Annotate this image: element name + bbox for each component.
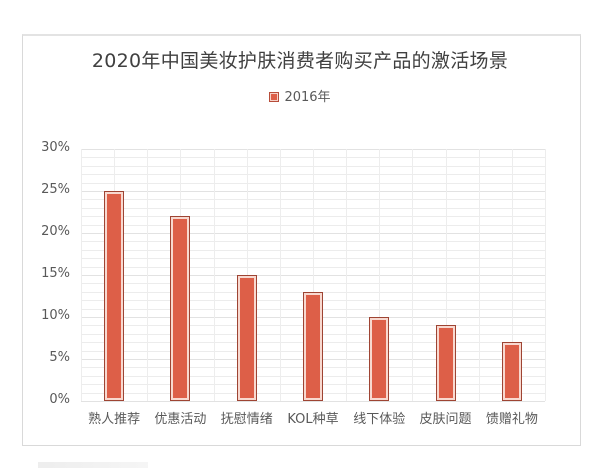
bar (104, 191, 125, 401)
gridline-horizontal (81, 401, 545, 402)
bar (303, 291, 323, 401)
y-tick-label: 5% (49, 350, 70, 365)
y-tick-label: 30% (41, 140, 70, 155)
legend-label: 2016年 (284, 90, 331, 105)
gridline-vertical (545, 149, 546, 401)
x-tick-label: 线下体验 (353, 412, 406, 427)
x-tick-label: 熟人推荐 (88, 412, 141, 427)
y-tick-label: 20% (41, 224, 70, 239)
x-tick-label: 抚慰情绪 (220, 412, 273, 427)
bar (369, 317, 390, 401)
chart-title: 2020年中国美妆护肤消费者购买产品的激活场景 (91, 50, 509, 72)
chart-legend: 2016年 (0, 86, 600, 105)
x-tick-label: KOL种草 (287, 412, 339, 427)
x-tick-label: 皮肤问题 (419, 412, 472, 427)
gridline-vertical (213, 149, 215, 401)
x-tick-label: 优惠活动 (154, 412, 207, 427)
gridline-vertical (147, 149, 149, 401)
bar (435, 325, 456, 401)
gridline-vertical (412, 149, 414, 401)
gridline-vertical (478, 149, 480, 401)
y-tick-label: 0% (49, 392, 70, 407)
gridline-vertical (511, 149, 513, 401)
gridline-vertical (346, 149, 348, 401)
gridline-vertical (313, 149, 314, 401)
source-watermark (38, 462, 148, 468)
y-tick-label: 10% (41, 308, 70, 323)
plot-area (81, 149, 546, 402)
bar (170, 216, 191, 401)
gridline-vertical (445, 149, 447, 401)
bar (236, 275, 257, 401)
gridline-vertical (379, 149, 381, 401)
legend-swatch-icon (269, 91, 280, 102)
gridline-vertical (81, 149, 82, 401)
y-tick-label: 15% (41, 266, 70, 281)
y-tick-label: 25% (41, 182, 70, 197)
gridline-vertical (279, 149, 281, 401)
bar (501, 342, 522, 401)
x-tick-label: 馈赠礼物 (485, 412, 538, 427)
